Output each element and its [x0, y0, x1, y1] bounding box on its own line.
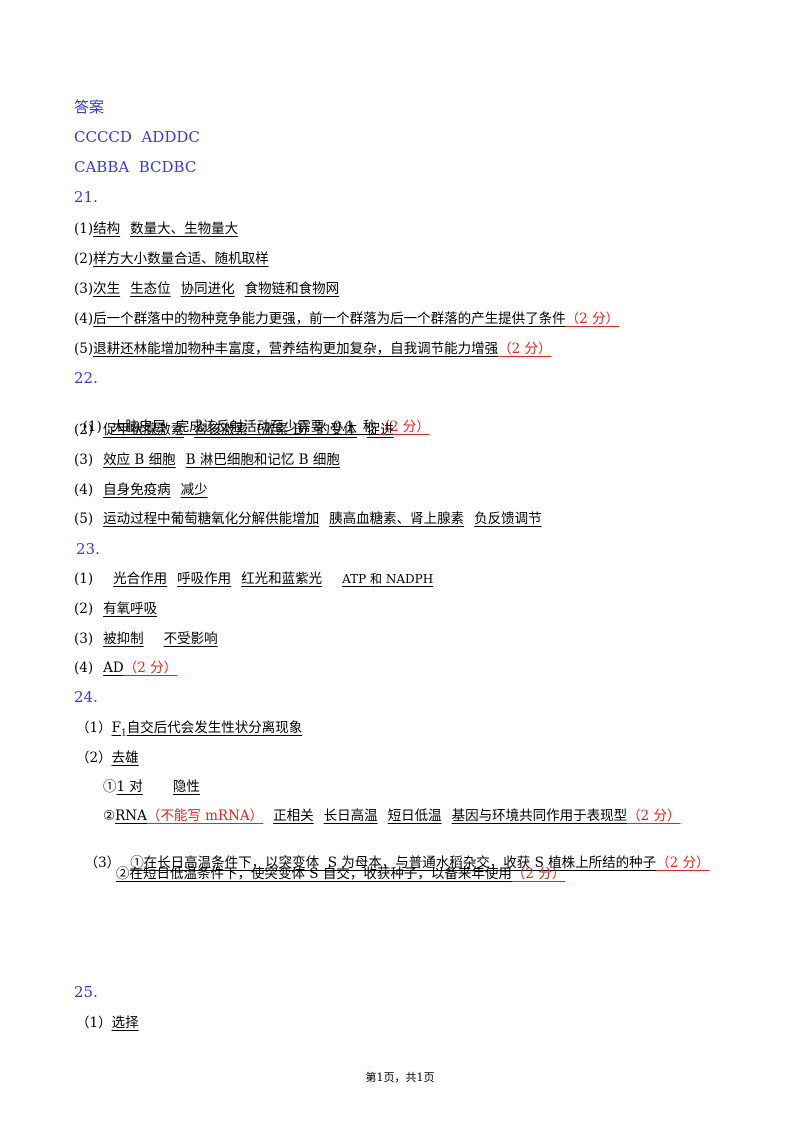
part-label: (1) [74, 221, 94, 237]
question-21-number: 21. [74, 188, 98, 206]
q21-part-1: (1)结构 数量大、生物量大 [74, 220, 238, 238]
question-22-number: 22. [74, 369, 98, 387]
q24-part-2-ii: ②RNA（不能写 mRNA） 正相关 长日高温 短日低温 基因与环境共同作用于表现型（2… [103, 807, 681, 825]
part-label: (4) [74, 482, 94, 498]
part-label: (5) [74, 511, 94, 527]
part-label: ① [103, 779, 117, 795]
answer: 有氧呼吸 [103, 601, 158, 617]
q24-part-3: （3） ①在长日高温条件下，以突变体 S 为母本，与普通水稻杂交，收获 S 植株上… [76, 836, 710, 872]
answer: 不受影响 [163, 631, 218, 647]
q22-part-1: (1) 大脑皮层 完成该反射活动至少需要 0.1 秒（2 分） [74, 400, 430, 436]
q24-part-2: （2）去雄 [76, 749, 139, 767]
part-label: (3) [74, 281, 94, 297]
q23-part-3: (3) 被抑制 不受影响 [74, 630, 218, 648]
q21-part-4: (4)后一个群落中的物种竞争能力更强，前一个群落为后一个群落的产生提供了条件（2… [74, 310, 619, 328]
part-label: (1) [74, 571, 94, 587]
answer: ②在短日低温条件下，使突变体 S 自交，收获种子，以备来年使用 [116, 866, 512, 882]
answer: 数量大、生物量大 [130, 221, 239, 237]
part-label: ② [103, 808, 116, 824]
score: （2 分） [565, 311, 620, 327]
answer: B 淋巴细胞和记忆 B 细胞 [185, 452, 340, 468]
part-label: (1) [82, 419, 102, 435]
score: （2 分） [123, 660, 178, 676]
answer-note: （不能写 mRNA） [146, 808, 264, 824]
answer: 被抑制 [103, 631, 144, 647]
answer: 次生 [93, 281, 121, 297]
answer: 效应 B 细胞 [103, 452, 176, 468]
answer: 样方大小数量合适、随机取样 [93, 251, 269, 267]
answer: 基因与环境共同作用于表现型 [451, 808, 628, 824]
part-label: （3） [84, 855, 121, 871]
question-25-number: 25. [74, 983, 98, 1001]
q24-part-3-ii: ②在短日低温条件下，使突变体 S 自交，收获种子，以备来年使用（2 分） [116, 865, 565, 883]
part-label: (5) [74, 341, 94, 357]
q21-part-3: (3)次生 生态位 协同进化 食物链和食物网 [74, 280, 339, 298]
answer-title: 答案 [74, 98, 105, 116]
answer: 隐性 [172, 779, 200, 795]
answer: 短日低温 [387, 808, 442, 824]
part-label: (3) [74, 631, 94, 647]
answer: RNA [115, 808, 147, 824]
q22-part-5: (5) 运动过程中葡萄糖氧化分解供能增加 胰高血糖素、肾上腺素 负反馈调节 [74, 510, 542, 528]
answer: 协同进化 [180, 281, 235, 297]
q24-part-2-i: ①1 对 隐性 [103, 778, 200, 796]
answer: ATP 和 NADPH [342, 572, 434, 586]
page-footer: 第1页，共1页 [365, 1071, 435, 1084]
part-label: (3) [74, 452, 94, 468]
answer: ①在长日高温条件下，以突变体 S 为母本，与普通水稻杂交，收获 S 植株上所结的… [130, 855, 657, 871]
answer: 光合作用 [113, 571, 168, 587]
answer: 生态位 [130, 281, 171, 297]
mc-answers-row-2: CABBA BCDBC [74, 158, 197, 176]
answer: 自身免疫病 [103, 482, 171, 498]
question-23-number: 23. [76, 540, 100, 558]
answer: 退耕还林能增加物种丰富度，营养结构更加复杂，自我调节能力增强 [93, 341, 499, 357]
answer: 促进 [366, 422, 394, 438]
answer: 1 对 [116, 779, 143, 795]
part-label: (2) [74, 251, 94, 267]
answer: 呼吸作用 [177, 571, 232, 587]
answer: 完成该反射活动至少需要 0.1 秒 [175, 419, 377, 435]
score: （2 分） [656, 855, 710, 871]
part-label: （2） [76, 750, 112, 766]
q21-part-2: (2)样方大小数量合适、随机取样 [74, 250, 269, 268]
part-label: （1） [76, 720, 112, 736]
answer: 胰高血糖素、肾上腺素 [329, 511, 465, 527]
answer: F1自交后代会发生性状分离现象 [111, 720, 303, 739]
answer: 结构 [93, 221, 121, 237]
score: （2 分） [498, 341, 552, 357]
answer: 促甲状腺激素 [103, 422, 185, 438]
q25-part-1: （1）选择 [76, 1014, 139, 1032]
q22-part-4: (4) 自身免疫病 减少 [74, 481, 208, 499]
answer: 含该激素（激素 B）的受体 [194, 422, 357, 438]
q24-part-1: （1）F1自交后代会发生性状分离现象 [76, 719, 302, 743]
answer: 后一个群落中的物种竞争能力更强，前一个群落为后一个群落的产生提供了条件 [93, 311, 566, 327]
score: （2 分） [376, 419, 430, 435]
score: （2 分） [511, 866, 566, 882]
part-label: (4) [74, 660, 94, 676]
answer: 运动过程中葡萄糖氧化分解供能增加 [103, 511, 320, 527]
answer: 负反馈调节 [474, 511, 542, 527]
answer: 选择 [111, 1015, 139, 1031]
answer: 食物链和食物网 [244, 281, 340, 297]
mc-answers-row-1: CCCCD ADDDC [74, 128, 200, 146]
part-label: （1） [76, 1015, 112, 1031]
answer: 大脑皮层 [111, 419, 166, 435]
q21-part-5: (5)退耕还林能增加物种丰富度，营养结构更加复杂，自我调节能力增强（2 分） [74, 340, 552, 358]
q23-part-2: (2) 有氧呼吸 [74, 600, 157, 618]
part-label: (2) [74, 422, 94, 438]
q23-part-1: (1) 光合作用 呼吸作用 红光和蓝紫光 ATP 和 NADPH [74, 570, 433, 588]
answer: 正相关 [273, 808, 314, 824]
answer: AD [103, 660, 124, 676]
question-24-number: 24. [74, 688, 98, 706]
q22-part-2: (2) 促甲状腺激素 含该激素（激素 B）的受体 促进 [74, 421, 394, 439]
part-label: (2) [74, 601, 94, 617]
part-label: (4) [74, 311, 94, 327]
q23-part-4: (4) AD（2 分） [74, 659, 177, 677]
answer: 红光和蓝紫光 [241, 571, 323, 587]
score: （2 分） [627, 808, 681, 824]
q22-part-3: (3) 效应 B 细胞 B 淋巴细胞和记忆 B 细胞 [74, 451, 340, 469]
answer: 去雄 [111, 750, 139, 766]
answer: 长日高温 [323, 808, 378, 824]
answer: 减少 [180, 482, 208, 498]
